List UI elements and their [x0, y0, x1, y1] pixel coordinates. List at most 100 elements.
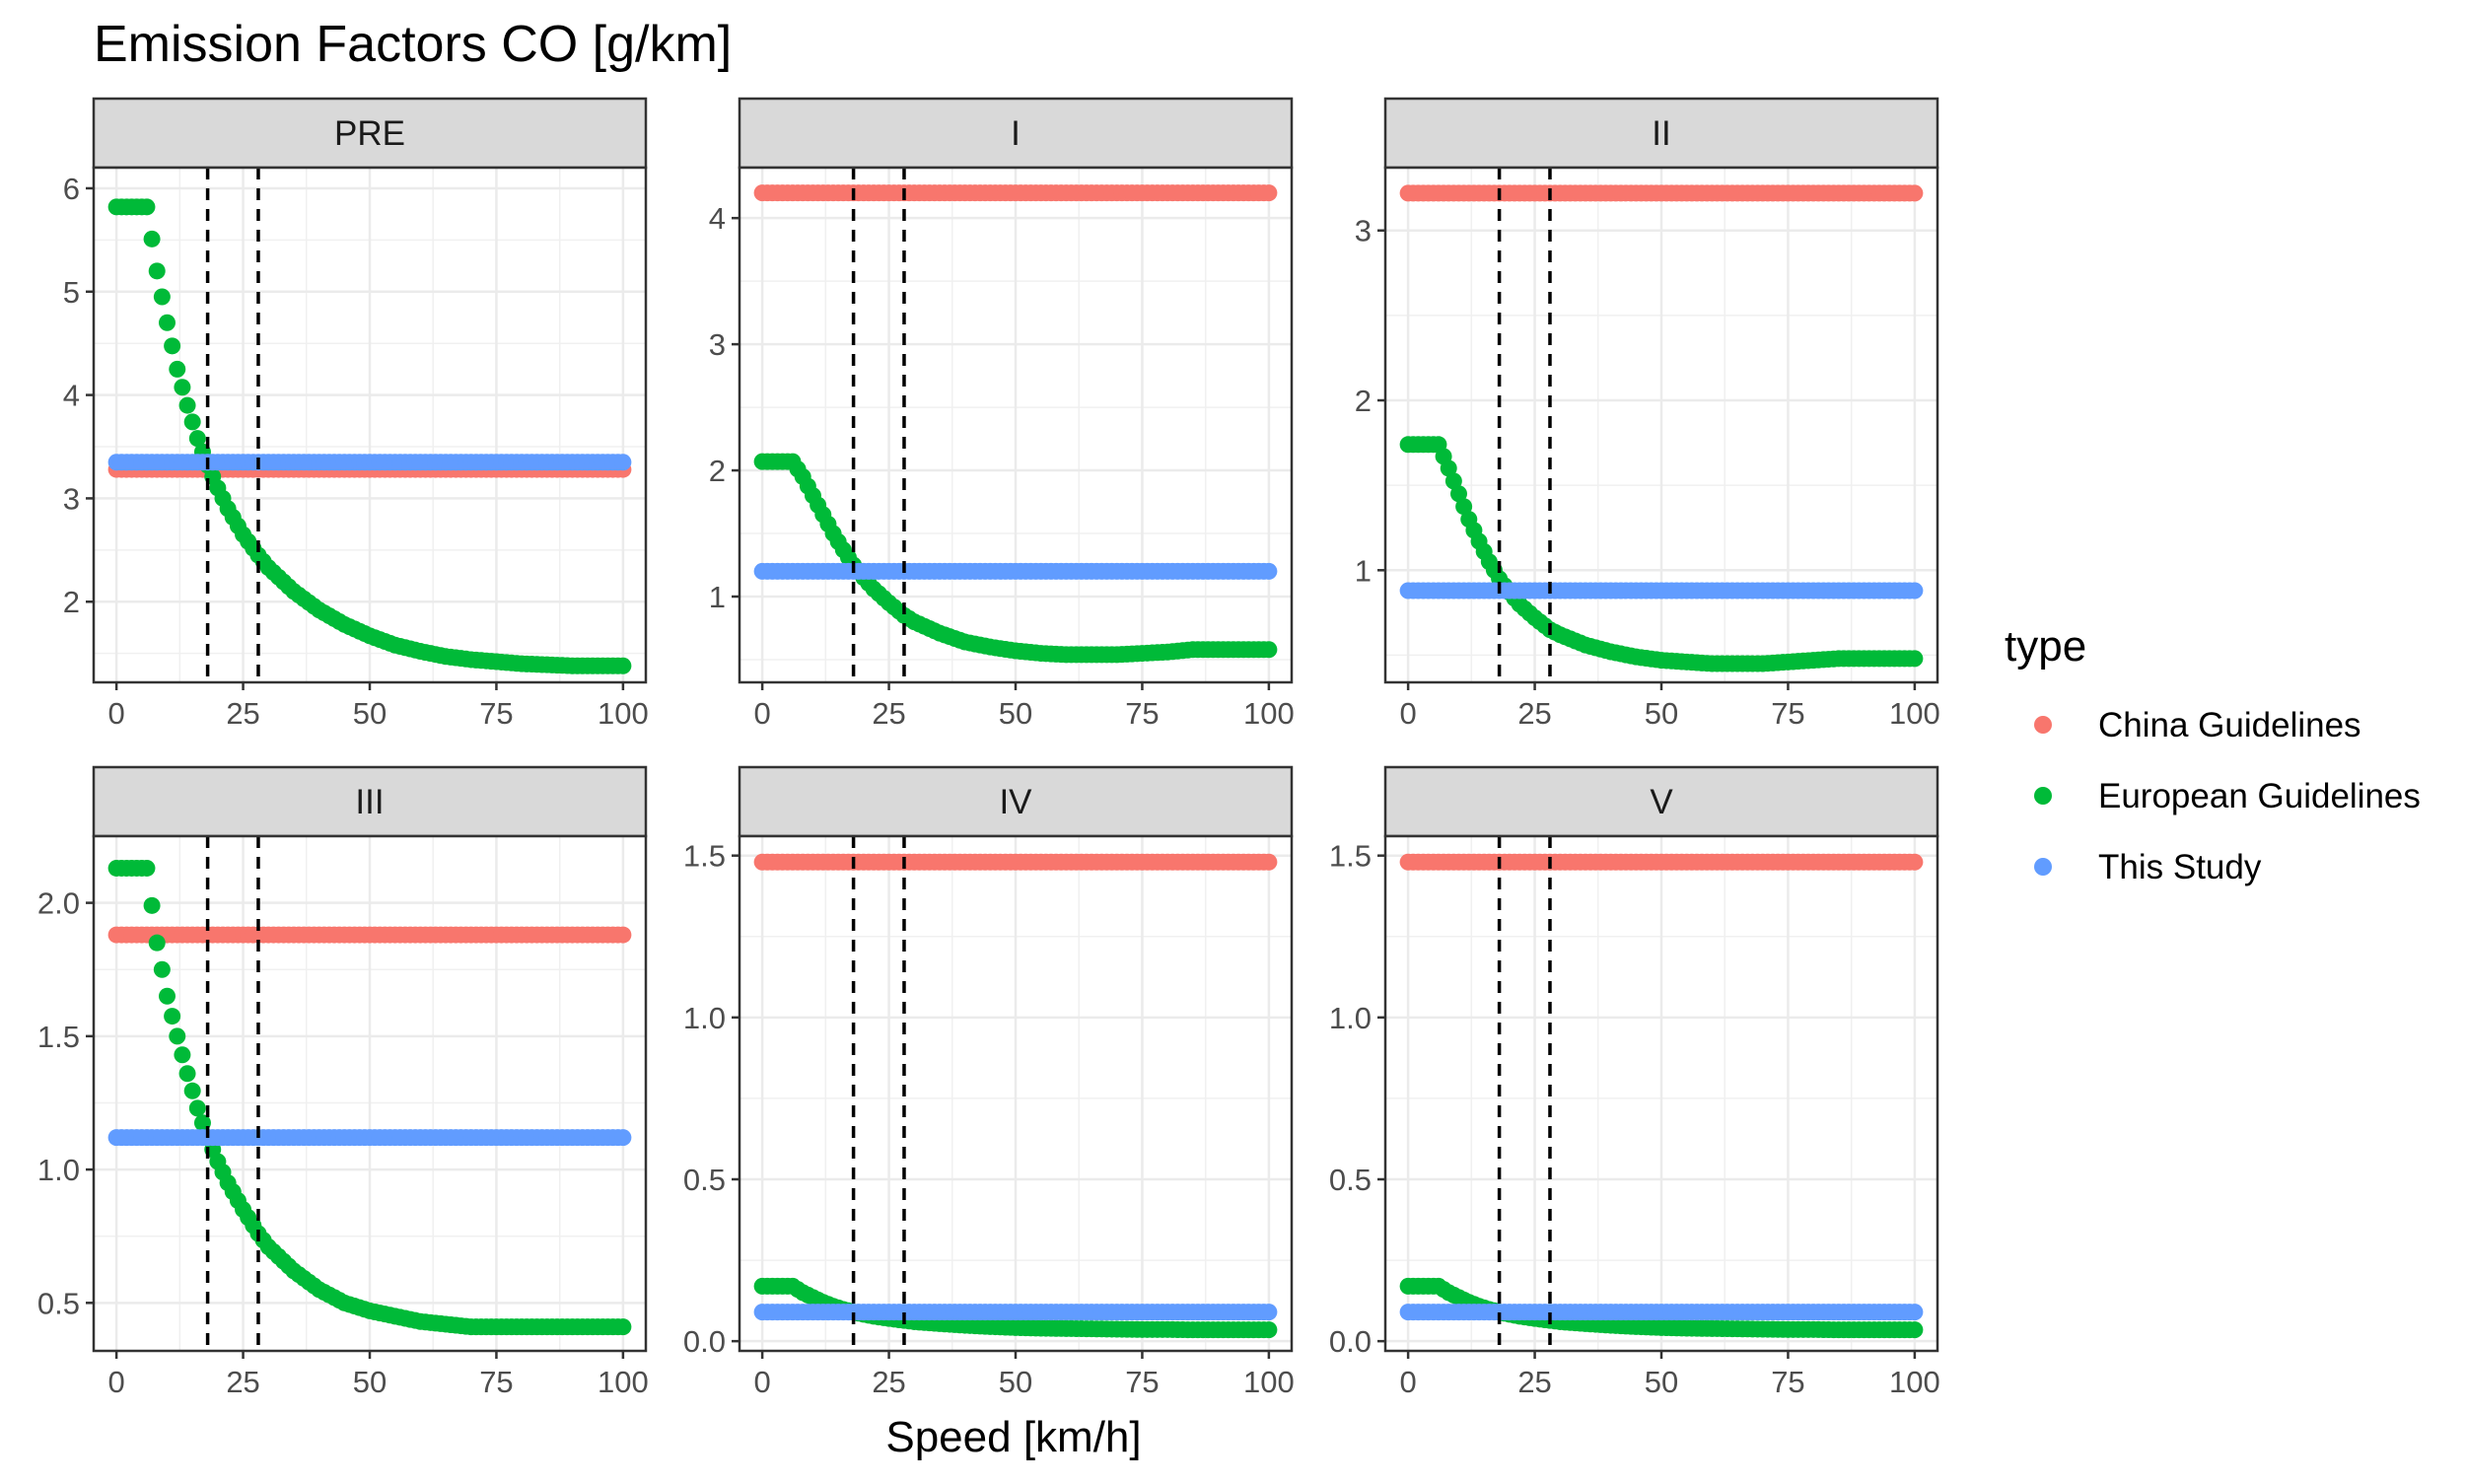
data-points	[107, 198, 632, 674]
legend-key	[2034, 716, 2052, 734]
x-tick-label: 50	[999, 696, 1032, 731]
x-tick-label: 50	[1645, 1365, 1678, 1399]
legend-label: China Guidelines	[2098, 706, 2361, 744]
y-tick-label: 1.5	[683, 839, 726, 874]
x-tick-label: 0	[1399, 1365, 1416, 1399]
data-point	[1260, 1321, 1278, 1339]
facet-panels: PRE 2 3 4 5 6 0 25 50 75 100 I 1 2 3 4 0 25 50 75 100 II 1 2 3 0 2…	[37, 97, 1940, 1399]
series-this-study	[753, 1304, 1278, 1321]
data-point	[164, 1008, 181, 1025]
series-european-guidelines	[1399, 436, 1924, 672]
data-points	[1399, 184, 1924, 672]
data-point	[183, 1082, 201, 1099]
data-point	[1906, 853, 1924, 871]
x-tick-label: 0	[107, 1365, 124, 1399]
data-point	[1449, 485, 1467, 503]
y-tick-label: 3	[1355, 214, 1372, 248]
series-china-guidelines	[753, 184, 1278, 202]
data-point	[188, 430, 206, 448]
data-point	[1440, 459, 1457, 477]
legend-key	[2034, 787, 2052, 805]
y-tick-label: 1.5	[37, 1020, 80, 1054]
y-tick-label: 2	[1355, 384, 1372, 418]
panel-strip	[92, 765, 648, 838]
legend-entry: This Study	[2034, 848, 2262, 886]
x-tick-label: 25	[226, 696, 259, 731]
x-tick-label: 0	[753, 1365, 770, 1399]
data-point	[1906, 1304, 1924, 1321]
x-axis-title: Speed [km/h]	[885, 1413, 1141, 1461]
panel-strip	[1383, 765, 1939, 838]
legend-entries: China Guidelines European Guidelines This …	[2034, 706, 2421, 886]
series-china-guidelines	[753, 853, 1278, 871]
data-point	[188, 1099, 206, 1117]
x-tick-label: 75	[1771, 696, 1804, 731]
data-point	[143, 230, 161, 247]
gridlines	[94, 168, 646, 682]
y-tick-label: 2	[63, 585, 80, 619]
panel-pre: PRE 2 3 4 5 6 0 25 50 75 100	[63, 97, 649, 731]
gridlines	[1385, 168, 1937, 682]
data-point	[178, 396, 196, 414]
x-tick-label: 25	[1517, 696, 1551, 731]
x-tick-label: 0	[1399, 696, 1416, 731]
x-tick-label: 50	[1645, 696, 1678, 731]
x-tick-label: 25	[226, 1365, 259, 1399]
data-point	[169, 1027, 186, 1045]
data-point	[158, 987, 176, 1005]
panel-ii: II 1 2 3 0 25 50 75 100	[1355, 97, 1940, 731]
data-point	[1906, 650, 1924, 668]
x-tick-label: 25	[1517, 1365, 1551, 1399]
x-tick-label: 0	[107, 696, 124, 731]
series-china-guidelines	[1399, 853, 1924, 871]
y-tick-label: 1.0	[683, 1001, 726, 1035]
y-tick-label: 0.5	[683, 1163, 726, 1197]
x-tick-label: 50	[353, 1365, 387, 1399]
legend-key	[2034, 858, 2052, 876]
panel-strip-label: III	[355, 783, 384, 821]
x-tick-label: 100	[1889, 696, 1940, 731]
legend: type China Guidelines European Guidelines…	[2005, 622, 2421, 886]
data-point	[148, 934, 166, 952]
y-tick-label: 3	[63, 481, 80, 516]
x-tick-label: 100	[598, 696, 649, 731]
data-point	[183, 413, 201, 431]
legend-title: type	[2005, 622, 2086, 671]
panel-strip-label: IV	[999, 783, 1032, 821]
legend-entry: China Guidelines	[2034, 706, 2361, 744]
x-tick-label: 0	[753, 696, 770, 731]
y-tick-label: 0.0	[683, 1324, 726, 1359]
x-tick-label: 75	[1125, 696, 1159, 731]
data-point	[1260, 853, 1278, 871]
data-point	[1260, 184, 1278, 202]
gridlines	[740, 836, 1292, 1351]
panel-strip-label: I	[1011, 114, 1021, 153]
panel-strip	[92, 97, 648, 170]
panel-strip-label: II	[1652, 114, 1670, 153]
y-tick-label: 0.5	[37, 1286, 80, 1320]
data-point	[169, 360, 186, 378]
x-tick-label: 100	[598, 1365, 649, 1399]
x-tick-label: 100	[1243, 696, 1295, 731]
data-point	[158, 314, 176, 331]
panel-strip	[1383, 97, 1939, 170]
y-tick-label: 4	[63, 379, 80, 413]
series-this-study	[107, 454, 632, 471]
panel-strip-label: V	[1650, 783, 1673, 821]
panel-strip-label: PRE	[334, 114, 405, 153]
x-tick-label: 25	[872, 696, 905, 731]
x-tick-label: 50	[353, 696, 387, 731]
y-tick-label: 0.5	[1329, 1163, 1372, 1197]
data-point	[1260, 562, 1278, 580]
data-point	[153, 288, 171, 306]
y-tick-label: 0.0	[1329, 1324, 1372, 1359]
y-tick-label: 1.5	[1329, 839, 1372, 874]
series-this-study	[1399, 1304, 1924, 1321]
panel-iii: III 0.5 1.0 1.5 2.0 0 25 50 75 100	[37, 765, 649, 1399]
data-points	[753, 184, 1278, 664]
data-point	[1260, 641, 1278, 659]
legend-label: European Guidelines	[2098, 777, 2421, 815]
x-tick-label: 75	[479, 1365, 513, 1399]
